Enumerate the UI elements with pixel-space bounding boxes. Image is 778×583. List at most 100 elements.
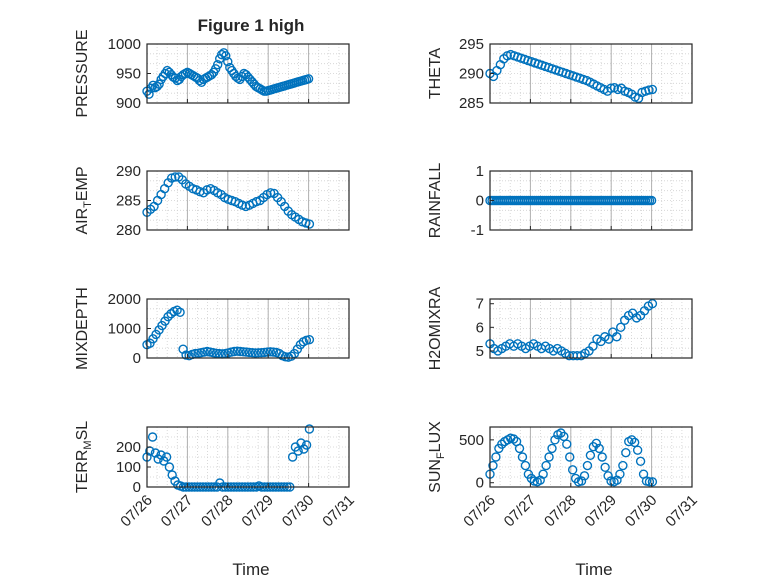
- y-axis-label: THETA: [427, 48, 444, 100]
- data-point: [154, 79, 164, 89]
- data-point: [259, 347, 269, 358]
- data-point: [221, 51, 231, 61]
- data-point: [538, 469, 548, 479]
- y-axis-label: SUNFLUX: [427, 421, 447, 493]
- data-point: [180, 68, 191, 79]
- data-point: [238, 347, 248, 357]
- y-axis-label: AIRTEMP: [74, 166, 94, 234]
- y-tick-label: 5: [476, 343, 484, 360]
- data-point: [629, 437, 640, 448]
- y-tick-label: 6: [476, 319, 484, 336]
- figure-title: Figure 1 high: [198, 16, 305, 35]
- y-axis-label: PRESSURE: [74, 29, 91, 117]
- data-point: [217, 49, 227, 60]
- data-point: [152, 81, 162, 92]
- data-point: [287, 452, 298, 462]
- data-point: [212, 59, 223, 70]
- data-point: [612, 332, 622, 342]
- data-point: [211, 348, 221, 358]
- data-point: [250, 348, 260, 358]
- data-point: [167, 470, 177, 480]
- axes-box: [489, 426, 693, 488]
- data-point: [296, 438, 306, 448]
- x-axis-label-left: Time: [232, 560, 269, 579]
- x-axis-label-right: Time: [575, 560, 612, 579]
- data-point: [232, 346, 242, 356]
- data-point: [229, 346, 239, 357]
- y-tick-label: 285: [116, 193, 141, 210]
- y-axis-label: TERRMSL: [74, 421, 94, 493]
- data-point: [247, 347, 257, 358]
- data-point: [262, 347, 273, 357]
- data-point: [597, 452, 607, 462]
- data-point: [646, 195, 657, 206]
- data-point: [147, 432, 158, 442]
- y-tick-label: 950: [116, 66, 141, 83]
- data-point: [161, 452, 172, 462]
- data-point: [304, 424, 315, 434]
- data-point: [647, 299, 658, 309]
- data-point: [517, 452, 528, 462]
- y-tick-label: 7: [476, 296, 484, 313]
- data-point: [579, 471, 590, 481]
- data-point: [508, 434, 519, 444]
- axes-box: [146, 426, 350, 488]
- data-point: [618, 460, 628, 471]
- data-point: [606, 83, 616, 93]
- y-tick-label: 100: [116, 459, 141, 476]
- data-point: [644, 85, 654, 95]
- data-point: [293, 446, 303, 456]
- data-point: [488, 460, 498, 471]
- data-point: [550, 435, 560, 445]
- data-point: [591, 438, 602, 448]
- y-tick-label: 200: [116, 439, 141, 456]
- data-point: [520, 460, 531, 471]
- data-point: [565, 452, 575, 462]
- data-point: [265, 188, 276, 198]
- y-tick-label: 295: [459, 36, 484, 53]
- data-point: [567, 465, 578, 475]
- y-tick-label: 285: [459, 95, 484, 112]
- data-point: [235, 346, 245, 357]
- y-tick-label: 280: [116, 222, 141, 239]
- data-point: [223, 57, 233, 67]
- data-point: [241, 347, 251, 357]
- data-point: [603, 471, 613, 481]
- data-point: [244, 347, 254, 358]
- y-axis-label: MIXDEPTH: [74, 287, 91, 370]
- y-tick-label: 0: [133, 350, 141, 367]
- data-point: [148, 80, 158, 91]
- data-point: [644, 477, 655, 487]
- subplot-rainfall: -1 0 1 RAINFALL: [427, 163, 693, 239]
- data-point: [600, 462, 610, 472]
- subplot-air-temp: 280 285 290 AIRTEMP: [74, 163, 350, 239]
- axes-box: [489, 298, 693, 359]
- data-point: [256, 347, 266, 358]
- data-point: [615, 469, 625, 479]
- data-point: [164, 462, 175, 472]
- data-point: [268, 347, 279, 357]
- y-tick-label: 2000: [108, 291, 141, 308]
- data-point: [144, 89, 154, 99]
- data-point: [304, 335, 315, 345]
- data-point: [491, 452, 501, 462]
- data-point: [547, 443, 557, 454]
- data-point: [616, 322, 626, 333]
- data-point: [541, 460, 551, 471]
- data-point: [303, 74, 314, 84]
- y-tick-label: 900: [116, 95, 141, 112]
- data-point: [265, 347, 276, 357]
- data-point: [576, 476, 587, 486]
- data-point: [627, 435, 637, 445]
- data-point: [301, 440, 312, 450]
- data-point: [594, 443, 604, 454]
- data-point: [635, 456, 646, 466]
- data-point: [647, 477, 658, 487]
- subplot-h2omixra: 5 6 7 H2OMIXRA: [427, 286, 693, 370]
- data-point: [170, 73, 180, 83]
- data-point: [295, 340, 306, 350]
- data-point: [286, 351, 297, 361]
- data-point: [559, 431, 569, 442]
